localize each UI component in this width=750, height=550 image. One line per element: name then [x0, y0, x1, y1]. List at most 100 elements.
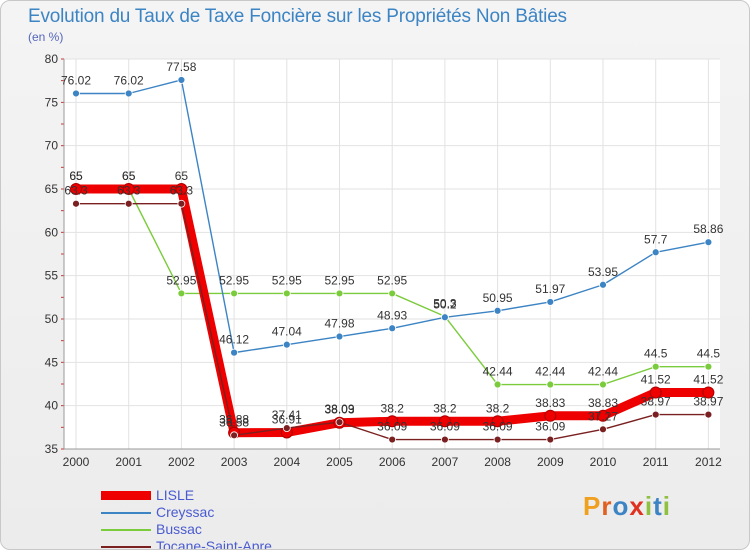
data-label-creyssac: 47.98 — [324, 317, 354, 331]
data-point-bussac — [230, 289, 239, 298]
data-label-lisle: 65 — [69, 169, 83, 183]
data-point-tocane-saint-apre — [651, 410, 660, 419]
data-label-creyssac: 76.02 — [114, 73, 144, 87]
data-point-creyssac — [704, 238, 713, 247]
data-point-creyssac — [599, 280, 607, 289]
proxiti-logo: Proxiti — [583, 491, 671, 522]
data-point-lisle — [175, 183, 188, 195]
data-point-lisle — [702, 386, 715, 399]
x-tick-label: 2007 — [432, 455, 459, 469]
data-label-tocane-saint-apre: 36.58 — [219, 415, 249, 429]
legend-label: Tocane-Saint-Apre — [156, 538, 272, 550]
data-point-creyssac — [282, 340, 291, 349]
data-point-tocane-saint-apre — [335, 418, 344, 427]
data-label-creyssac: 51.97 — [535, 282, 565, 296]
y-tick-label: 55 — [45, 269, 59, 283]
data-label-lisle: 36.88 — [219, 413, 249, 427]
data-label-lisle: 38.2 — [381, 401, 405, 415]
legend-swatch — [101, 546, 151, 548]
data-point-bussac — [599, 380, 607, 389]
data-label-lisle: 38.83 — [588, 396, 618, 410]
data-label-creyssac: 53.95 — [588, 265, 618, 279]
data-label-tocane-saint-apre: 63.3 — [117, 184, 141, 198]
legend-swatch — [101, 491, 151, 500]
data-point-tocane-saint-apre — [440, 435, 449, 444]
data-label-lisle: 41.52 — [693, 372, 723, 386]
logo-letter: t — [653, 491, 663, 521]
data-point-bussac — [282, 289, 291, 298]
legend-label: Bussac — [156, 521, 202, 537]
y-tick-label: 75 — [45, 95, 59, 109]
data-point-creyssac — [651, 248, 660, 257]
x-tick-label: 2006 — [379, 455, 406, 469]
data-label-lisle: 38.83 — [535, 396, 565, 410]
data-label-lisle: 38.2 — [486, 401, 510, 415]
data-label-creyssac: 57.7 — [644, 232, 668, 246]
data-label-tocane-saint-apre: 38.09 — [324, 402, 354, 416]
legend-label: Creyssac — [156, 504, 215, 520]
data-point-tocane-saint-apre — [388, 435, 397, 444]
data-label-tocane-saint-apre: 37.41 — [272, 408, 302, 422]
data-point-bussac — [493, 380, 502, 389]
data-point-creyssac — [72, 89, 80, 98]
data-point-creyssac — [493, 306, 502, 315]
data-label-creyssac: 46.12 — [219, 333, 249, 347]
data-point-bussac — [546, 380, 555, 389]
data-label-bussac: 42.44 — [483, 365, 513, 379]
y-tick-label: 70 — [45, 139, 59, 153]
data-label-bussac: 65 — [122, 169, 136, 183]
data-point-lisle — [386, 415, 399, 428]
data-point-tocane-saint-apre — [177, 199, 186, 208]
data-point-creyssac — [230, 348, 239, 357]
chart-title: Evolution du Taux de Taxe Foncière sur l… — [28, 6, 567, 27]
data-point-tocane-saint-apre — [230, 431, 239, 440]
y-tick-label: 65 — [45, 182, 59, 196]
y-tick-label: 80 — [45, 52, 59, 66]
data-label-bussac: 42.44 — [588, 365, 618, 379]
data-label-bussac: 65 — [69, 169, 83, 183]
data-label-bussac: 52.95 — [272, 273, 302, 287]
data-point-bussac — [651, 362, 660, 371]
data-point-creyssac — [335, 332, 344, 341]
x-tick-label: 2001 — [115, 455, 142, 469]
data-label-creyssac: 77.58 — [166, 60, 196, 74]
data-label-bussac: 44.5 — [697, 347, 721, 361]
data-label-tocane-saint-apre: 36.09 — [430, 420, 460, 434]
data-label-lisle: 65 — [122, 169, 136, 183]
data-label-bussac: 52.95 — [377, 273, 407, 287]
data-label-tocane-saint-apre: 63.3 — [170, 184, 194, 198]
data-point-tocane-saint-apre — [546, 435, 555, 444]
data-label-tocane-saint-apre: 36.09 — [483, 420, 513, 434]
data-point-creyssac — [388, 324, 397, 333]
data-point-lisle — [597, 409, 609, 422]
data-point-creyssac — [124, 89, 133, 98]
data-point-lisle — [70, 183, 82, 195]
data-label-tocane-saint-apre: 36.09 — [535, 420, 565, 434]
data-point-lisle — [491, 415, 504, 428]
data-label-tocane-saint-apre: 37.27 — [588, 409, 618, 423]
data-label-creyssac: 76.02 — [61, 73, 91, 87]
y-tick-label: 40 — [45, 399, 59, 413]
data-label-creyssac: 50.2 — [433, 297, 457, 311]
data-point-bussac — [177, 289, 186, 298]
logo-letter: i — [662, 491, 671, 521]
data-point-tocane-saint-apre — [124, 199, 133, 208]
logo-letter: P — [583, 491, 602, 521]
data-label-bussac: 50.3 — [433, 296, 457, 310]
data-point-tocane-saint-apre — [704, 410, 713, 419]
data-label-lisle: 38.2 — [433, 401, 457, 415]
data-point-bussac — [704, 362, 713, 371]
logo-letter: r — [601, 491, 613, 521]
data-label-lisle: 41.52 — [641, 372, 671, 386]
data-label-bussac: 52.95 — [219, 273, 249, 287]
x-tick-label: 2009 — [537, 455, 564, 469]
x-tick-label: 2005 — [326, 455, 353, 469]
data-label-lisle: 65 — [175, 169, 189, 183]
x-tick-label: 2008 — [484, 455, 511, 469]
x-tick-label: 2011 — [643, 455, 669, 469]
x-tick-label: 2012 — [695, 455, 722, 469]
data-point-tocane-saint-apre — [72, 199, 80, 208]
data-label-tocane-saint-apre: 63.3 — [64, 184, 88, 198]
